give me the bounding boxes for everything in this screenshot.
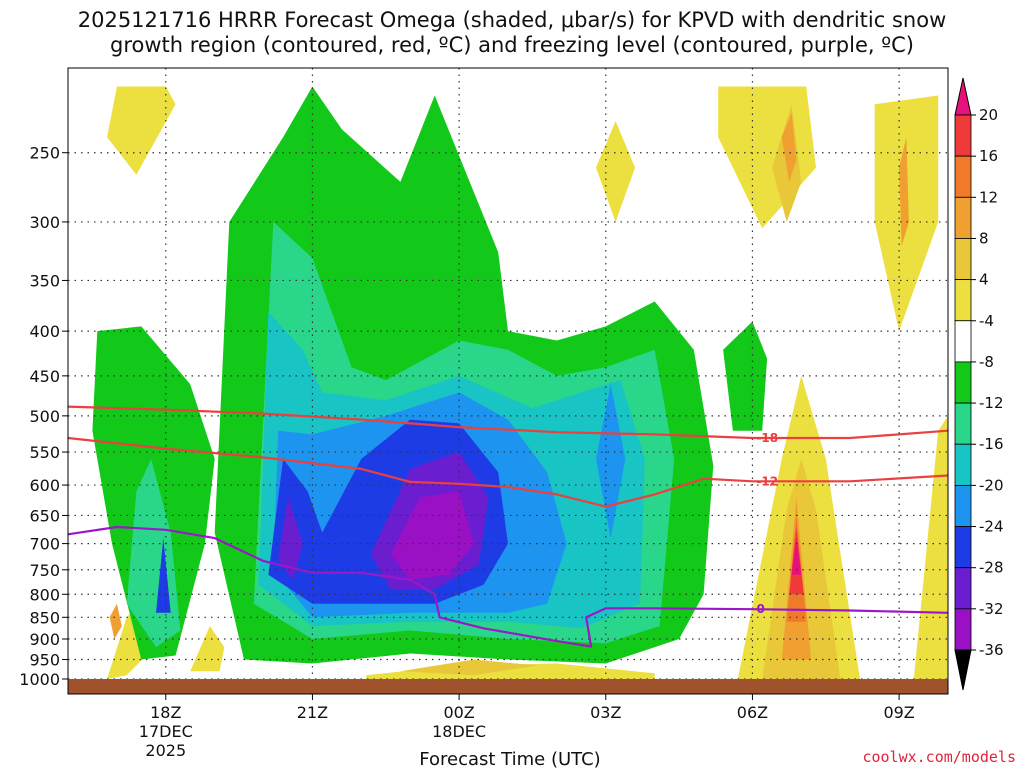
chart-title-line-2: growth region (contoured, red, ºC) and f… [110,33,914,57]
colorbar-label--36: -36 [979,641,1004,659]
contour-label--18: -18 [756,431,778,445]
colorbar-label--4: -4 [979,312,994,330]
colorbar-band-11 [954,526,972,569]
y-tick-label-800: 800 [29,585,60,604]
colorbar-band-8 [954,402,972,445]
y-tick-label-1000: 1000 [19,670,60,689]
contour-line--18 [67,405,949,440]
omega-region-2 [366,663,655,679]
chart-title-line-1: 2025121716 HRRR Forecast Omega (shaded, … [78,8,947,32]
x-tick-label-18Z-0: 18Z [150,703,181,722]
y-tick-label-600: 600 [29,476,60,495]
contour-line-0 [67,525,949,648]
ground-surface [68,679,948,694]
colorbar-label-12: 12 [979,188,998,206]
pressure-axis: 250 300 350 400 450 500 550 600 650 700 750 800 850 9… [19,144,68,689]
x-tick-label-00Z-0: 00Z [443,703,474,722]
colorbar-band-4 [954,238,972,281]
y-tick-label-450: 450 [29,367,60,386]
contour-label-0: 0 [756,602,764,616]
omega-region-1 [190,626,225,672]
y-tick-label-300: 300 [29,213,60,232]
y-tick-label-750: 750 [29,561,60,580]
y-tick-label-400: 400 [29,322,60,341]
x-tick-label-03Z-0: 03Z [590,703,621,722]
colorbar-band-7 [954,361,972,404]
colorbar-band-13 [954,608,972,651]
x-tick-label-00Z-1: 18DEC [432,722,486,741]
colorbar-label--24: -24 [979,518,1004,536]
omega-region-16 [596,384,626,539]
contour-line--12 [67,436,949,508]
y-tick-label-500: 500 [29,407,60,426]
y-tick-label-850: 850 [29,608,60,627]
x-tick-label-21Z-0: 21Z [297,703,328,722]
colorbar-label-4: 4 [979,271,989,289]
omega-region-6 [718,86,816,229]
colorbar-top-arrow [954,77,972,116]
colorbar-label--28: -28 [979,559,1004,577]
omega-region-27 [899,137,909,247]
colorbar-band-9 [954,443,972,486]
x-tick-label-18Z-1: 17DEC [139,722,193,741]
x-axis-title: Forecast Time (UTC) [419,749,600,768]
omega-region-19 [278,497,303,580]
y-tick-label-900: 900 [29,630,60,649]
colorbar-label--16: -16 [979,435,1004,453]
x-tick-label-18Z-2: 2025 [145,741,186,760]
omega-region-4 [107,86,176,175]
colorbar-bottom-arrow [954,649,972,691]
colorbar-label--8: -8 [979,353,994,371]
colorbar-label-20: 20 [979,106,998,124]
y-tick-label-700: 700 [29,535,60,554]
colorbar-label--20: -20 [979,476,1004,494]
omega-colorbar: 20 16 12 8 4 -4 -8 -12 -16 -20 -24 -28 -32 -36 [954,77,1004,691]
colorbar-label--32: -32 [979,600,1004,618]
omega-region-8 [913,415,948,679]
colorbar-label--12: -12 [979,394,1004,412]
plot-grid [68,68,948,694]
colorbar-band-2 [954,155,972,198]
y-tick-label-950: 950 [29,651,60,670]
omega-region-5 [596,121,636,222]
omega-shading [92,86,948,679]
y-tick-label-250: 250 [29,144,60,163]
y-tick-label-650: 650 [29,506,60,525]
x-tick-label-09Z-0: 09Z [883,703,914,722]
colorbar-label-8: 8 [979,229,989,247]
colorbar-band-12 [954,567,972,610]
colorbar-band-5 [954,279,972,322]
omega-region-26 [781,112,797,182]
omega-region-24 [400,659,538,676]
colorbar-label-16: 16 [979,147,998,165]
contour-label--12: -12 [756,474,778,488]
omega-region-21 [390,491,474,580]
colorbar-band-10 [954,484,972,527]
x-tick-label-06Z-0: 06Z [737,703,768,722]
temperature-contours: -18 -12 0 [67,405,949,648]
colorbar-band-1 [954,114,972,157]
y-tick-label-550: 550 [29,443,60,462]
plot-frame [67,67,949,695]
credit-text: coolwx.com/models [862,748,1016,766]
omega-region-31 [791,538,802,575]
y-tick-label-350: 350 [29,271,60,290]
colorbar-band-6 [954,320,972,363]
omega-region-28 [109,603,122,639]
colorbar-band-3 [954,196,972,239]
